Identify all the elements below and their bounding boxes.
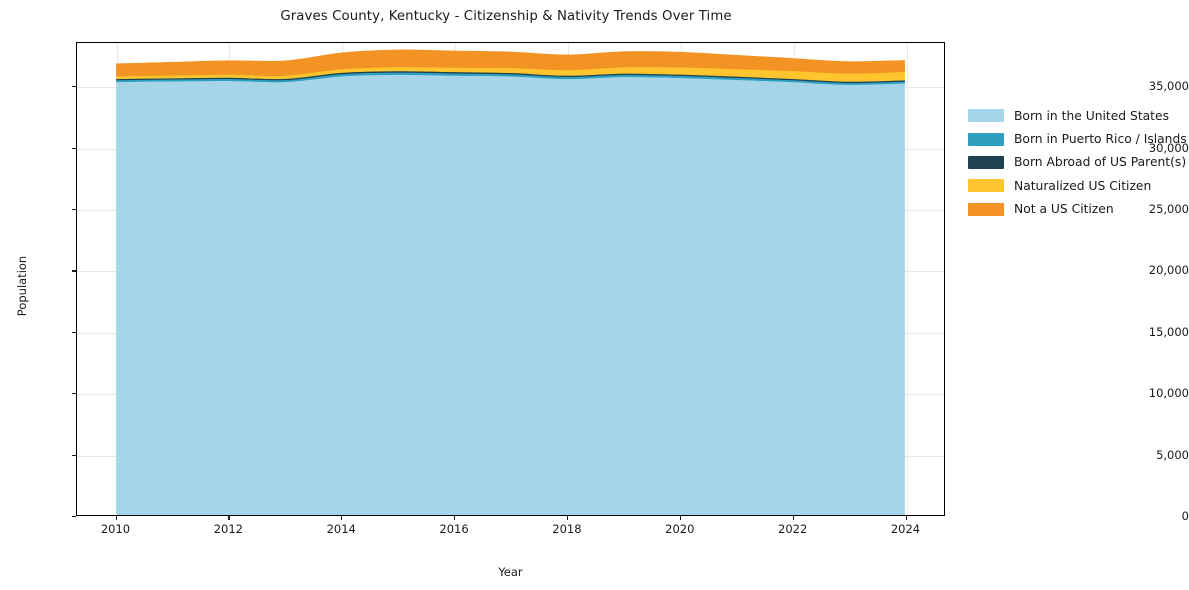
chart-legend: Born in the United States Born in Puerto … bbox=[968, 104, 1187, 221]
legend-swatch-icon bbox=[968, 179, 1004, 193]
legend-item[interactable]: Naturalized US Citizen bbox=[968, 174, 1183, 197]
x-tick-mark bbox=[792, 516, 794, 520]
y-tick-label: 10,000 bbox=[1148, 386, 1189, 401]
x-tick-label: 2014 bbox=[326, 522, 356, 536]
y-tick-mark bbox=[72, 393, 76, 395]
legend-item-label: Not a US Citizen bbox=[1014, 202, 1114, 217]
area-series-4 bbox=[116, 49, 905, 77]
x-tick-label: 2018 bbox=[552, 522, 582, 536]
legend-item-label: Born in the United States bbox=[1014, 108, 1169, 123]
legend-item[interactable]: Not a US Citizen bbox=[968, 198, 1183, 221]
legend-item[interactable]: Born Abroad of US Parent(s) bbox=[968, 151, 1187, 174]
y-tick-mark bbox=[72, 209, 76, 211]
legend-swatch-icon bbox=[968, 155, 1004, 169]
x-tick-label: 2010 bbox=[100, 522, 131, 536]
y-tick-label: 25,000 bbox=[1148, 202, 1189, 216]
x-tick-mark bbox=[454, 516, 456, 520]
plot-area bbox=[76, 42, 945, 516]
y-tick-label: 5,000 bbox=[1156, 447, 1189, 462]
x-tick-mark bbox=[115, 516, 117, 520]
x-tick-mark bbox=[905, 516, 907, 520]
y-tick-mark bbox=[72, 516, 76, 518]
x-tick-label: 2022 bbox=[778, 522, 808, 536]
x-tick-mark bbox=[566, 516, 569, 520]
x-tick-label: 2016 bbox=[439, 522, 469, 536]
legend-item[interactable]: Born in the United States bbox=[968, 104, 1183, 127]
x-tick-mark bbox=[228, 516, 230, 520]
y-tick-label: 15,000 bbox=[1148, 324, 1189, 339]
legend-item-label: Naturalized US Citizen bbox=[1014, 178, 1152, 193]
gridline-vertical bbox=[906, 43, 908, 515]
legend-swatch-icon bbox=[968, 132, 1004, 146]
x-axis-label: Year bbox=[498, 565, 523, 579]
x-tick-mark bbox=[679, 516, 681, 520]
y-tick-label: 35,000 bbox=[1148, 79, 1189, 94]
legend-swatch-icon bbox=[968, 202, 1004, 216]
area-series-0 bbox=[116, 74, 905, 515]
legend-item-label: Born Abroad of US Parent(s) bbox=[1014, 155, 1187, 170]
x-tick-label: 2024 bbox=[890, 522, 921, 536]
plot-inner bbox=[77, 43, 944, 515]
y-tick-mark bbox=[72, 454, 76, 456]
y-tick-mark bbox=[72, 331, 76, 333]
x-tick-label: 2020 bbox=[665, 522, 695, 536]
stacked-area-series bbox=[116, 49, 905, 515]
y-tick-label: 30,000 bbox=[1148, 140, 1189, 155]
chart-title: Graves County, Kentucky - Citizenship & … bbox=[280, 9, 732, 24]
y-tick-mark bbox=[72, 86, 76, 88]
y-tick-mark bbox=[72, 147, 76, 149]
y-tick-mark bbox=[72, 270, 76, 272]
x-tick-label: 2012 bbox=[213, 522, 243, 536]
y-tick-label: 20,000 bbox=[1148, 263, 1189, 278]
x-tick-mark bbox=[341, 516, 343, 520]
y-axis-label: Population bbox=[15, 255, 30, 317]
legend-item[interactable]: Born in Puerto Rico / Islands bbox=[968, 127, 1187, 150]
legend-swatch-icon bbox=[968, 109, 1004, 123]
y-tick-label: 0 bbox=[1181, 509, 1189, 523]
legend-item-label: Born in Puerto Rico / Islands bbox=[1014, 132, 1187, 147]
